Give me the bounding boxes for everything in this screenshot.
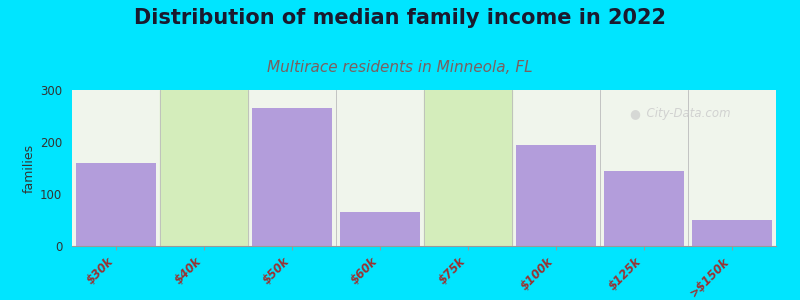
- Bar: [253, 108, 332, 246]
- Text: ●: ●: [630, 107, 641, 120]
- Bar: [160, 90, 248, 246]
- Text: Multirace residents in Minneola, FL: Multirace residents in Minneola, FL: [267, 60, 533, 75]
- Bar: [424, 90, 512, 246]
- Text: City-Data.com: City-Data.com: [638, 107, 730, 120]
- Bar: [605, 171, 683, 246]
- Text: Distribution of median family income in 2022: Distribution of median family income in …: [134, 8, 666, 28]
- Bar: [692, 220, 771, 246]
- Y-axis label: families: families: [23, 143, 36, 193]
- Bar: [517, 145, 595, 246]
- Bar: [341, 212, 419, 246]
- Bar: [77, 163, 156, 246]
